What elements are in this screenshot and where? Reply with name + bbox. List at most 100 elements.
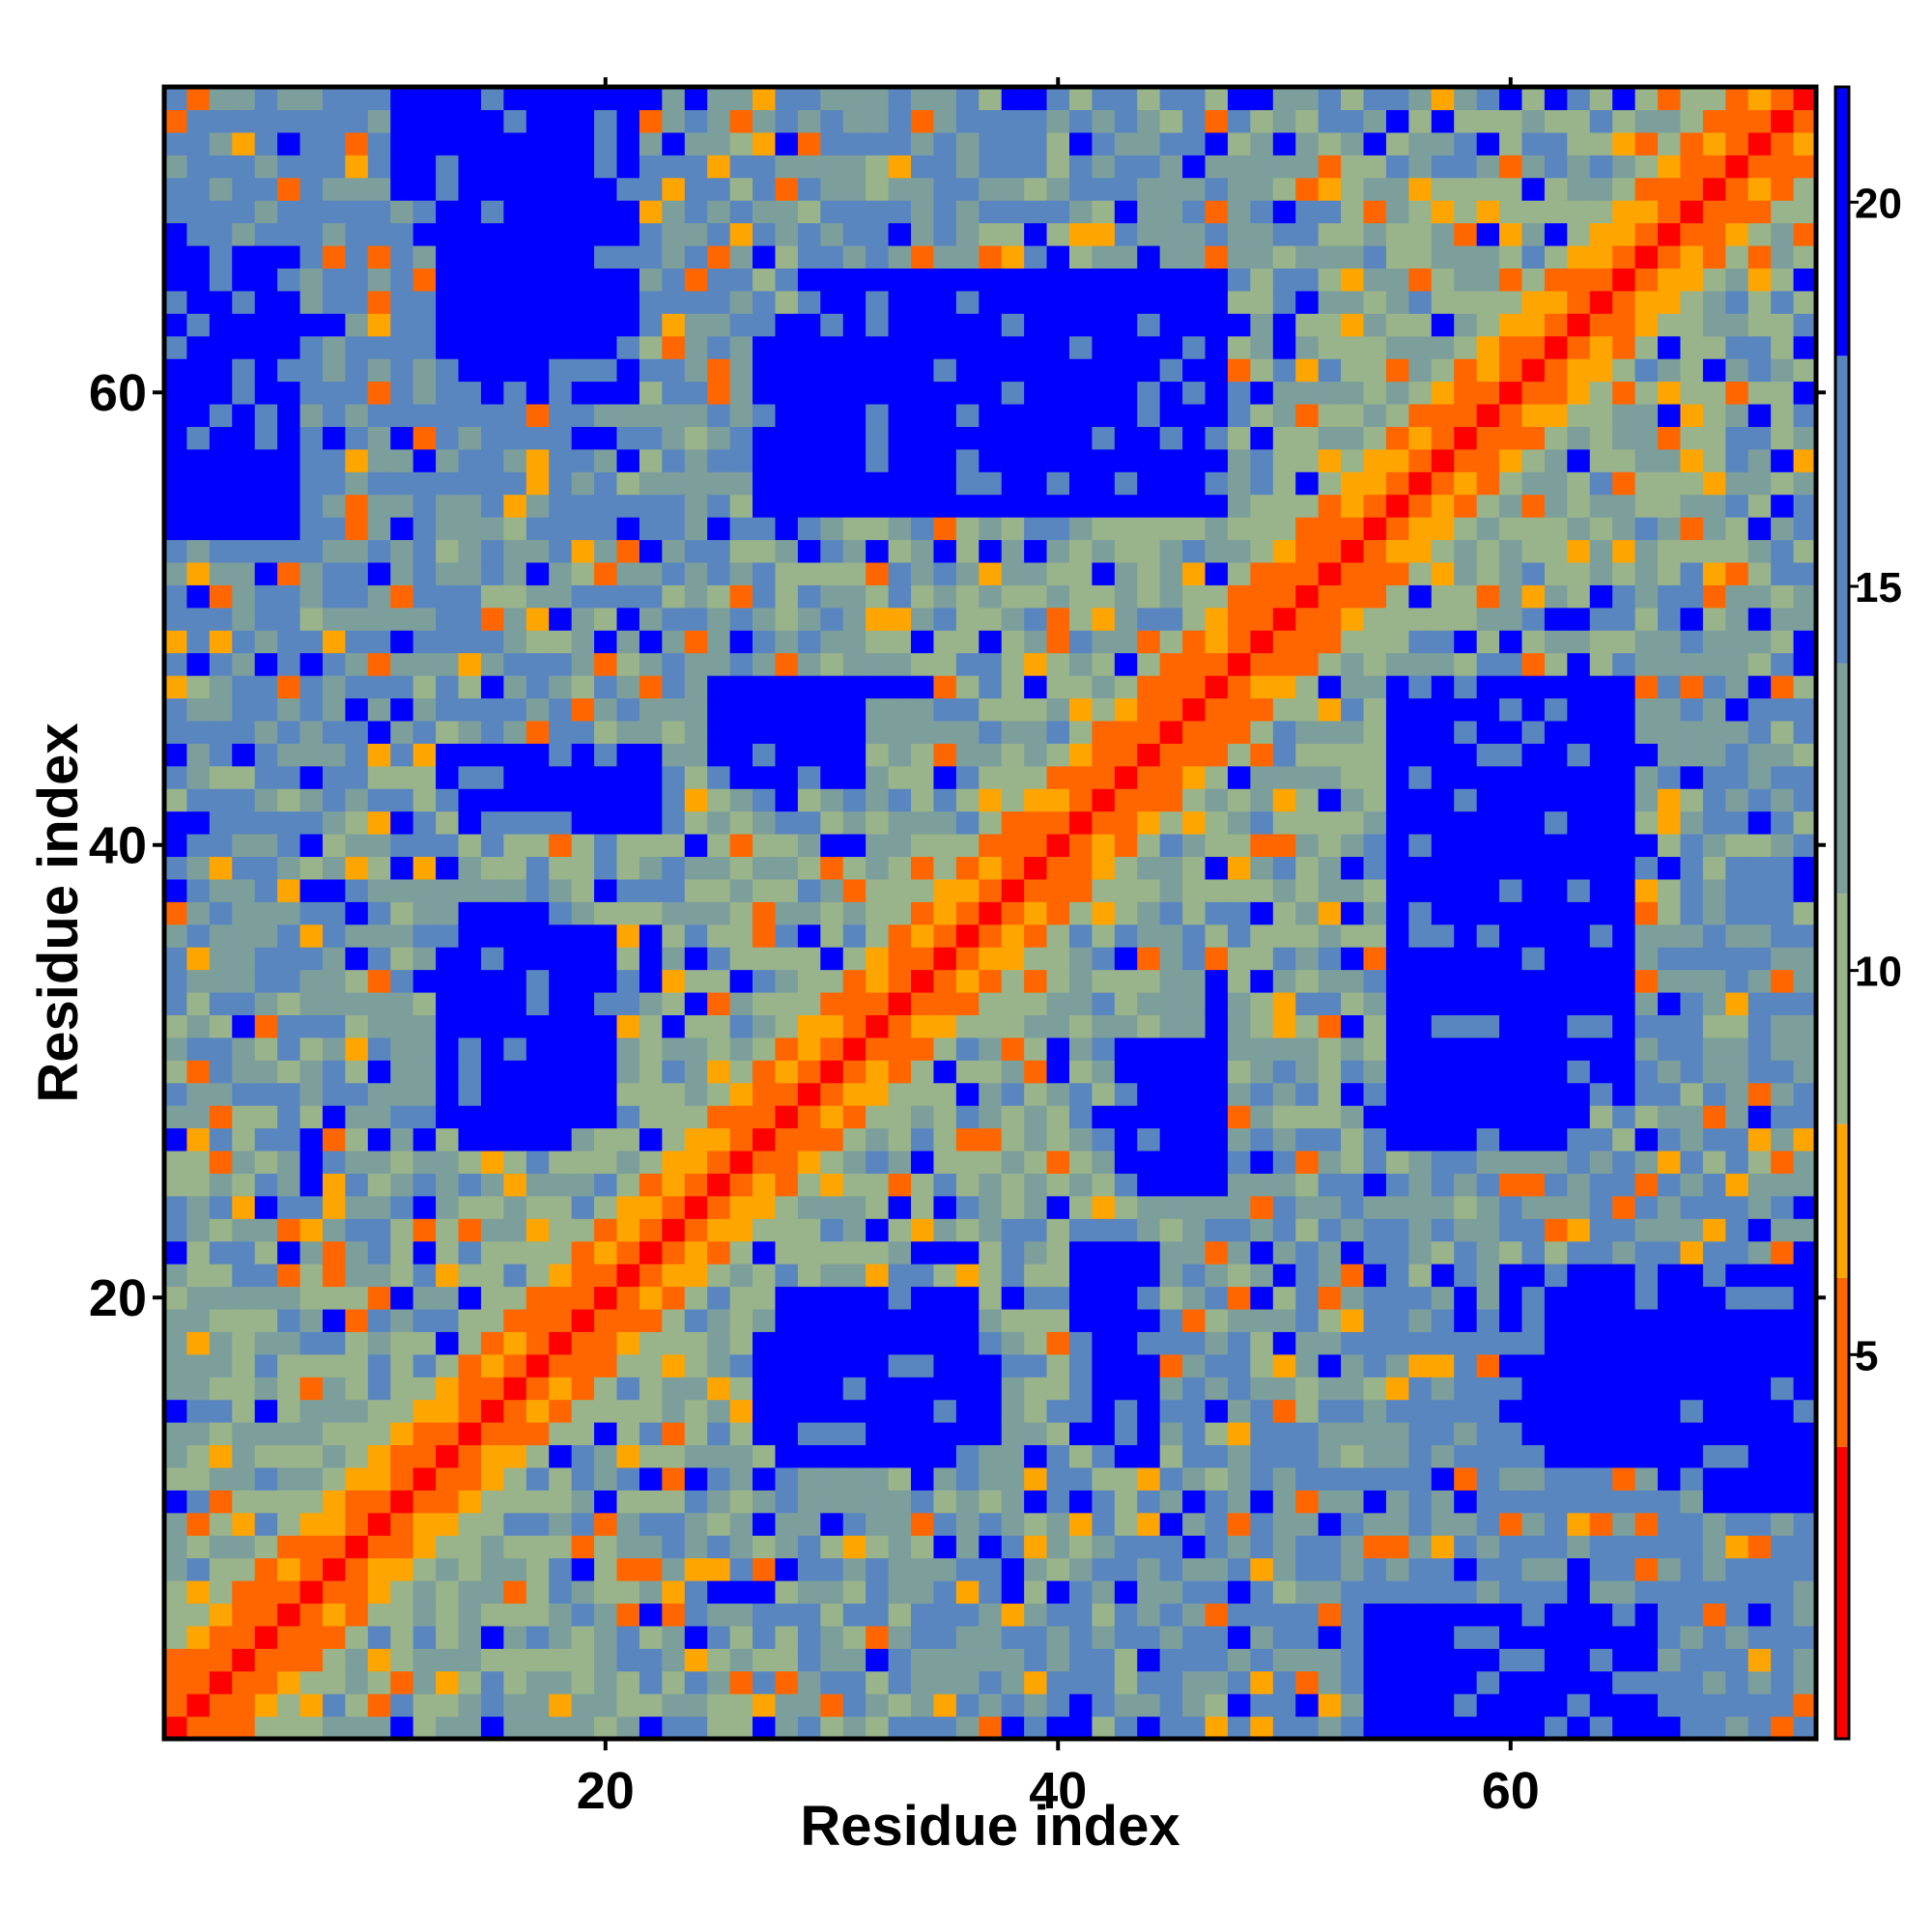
heatmap-cell (549, 1173, 573, 1197)
heatmap-cell (1363, 222, 1387, 246)
heatmap-cell (594, 1127, 618, 1151)
heatmap-cell (458, 1082, 482, 1106)
heatmap-cell (616, 947, 640, 971)
heatmap-cell (1658, 697, 1682, 722)
heatmap-cell (955, 381, 980, 405)
heatmap-cell (1431, 1399, 1455, 1423)
heatmap-cell (1341, 1331, 1365, 1355)
heatmap-cell (1408, 1014, 1433, 1038)
heatmap-cell (1567, 1377, 1591, 1401)
heatmap-cell (1114, 87, 1138, 111)
heatmap-cell (436, 923, 460, 948)
heatmap-cell (1385, 1399, 1409, 1423)
heatmap-cell (753, 1127, 777, 1151)
heatmap-cell (1068, 313, 1094, 337)
heatmap-cell (1295, 87, 1320, 111)
heatmap-cell (1454, 471, 1478, 496)
heatmap-cell (1408, 630, 1433, 654)
heatmap-cell (1454, 1173, 1478, 1197)
heatmap-cell (729, 381, 753, 405)
heatmap-cell (1295, 584, 1320, 609)
heatmap-cell (888, 1037, 912, 1061)
heatmap-cell (277, 494, 301, 518)
heatmap-cell (1024, 87, 1048, 111)
heatmap-cell (1001, 1105, 1025, 1129)
heatmap-cell (616, 1490, 640, 1514)
heatmap-cell (729, 268, 753, 292)
heatmap-cell (480, 177, 504, 201)
heatmap-cell (322, 1353, 346, 1378)
heatmap-cell (1567, 947, 1591, 971)
heatmap-cell (1068, 381, 1094, 405)
heatmap-cell (1702, 1060, 1726, 1084)
heatmap-cell (1114, 1603, 1138, 1627)
heatmap-cell (412, 1557, 437, 1581)
heatmap-cell (412, 969, 437, 993)
heatmap-cell (888, 1195, 912, 1219)
heatmap-cell (933, 244, 957, 269)
heatmap-cell (1658, 1422, 1682, 1446)
heatmap-cell (1476, 1264, 1500, 1288)
heatmap-cell (1454, 697, 1478, 722)
heatmap-cell (775, 335, 799, 359)
heatmap-cell (367, 1716, 391, 1740)
heatmap-cell (729, 810, 753, 835)
heatmap-cell (549, 584, 573, 609)
heatmap-cell (820, 358, 844, 383)
heatmap-cell (594, 539, 618, 563)
heatmap-cell (1250, 1331, 1274, 1355)
heatmap-cell (503, 1466, 527, 1491)
heatmap-cell (209, 1127, 233, 1151)
heatmap-cell (367, 1173, 391, 1197)
heatmap-cell (1341, 494, 1365, 518)
heatmap-cell (1385, 222, 1409, 246)
heatmap-cell (1137, 1716, 1161, 1740)
heatmap-cell (616, 313, 640, 337)
heatmap-cell (933, 1648, 957, 1672)
heatmap-cell (1499, 1353, 1523, 1378)
heatmap-cell (1454, 856, 1478, 880)
heatmap-cell (729, 607, 753, 631)
heatmap-cell (277, 584, 301, 609)
heatmap-cell (1092, 1105, 1116, 1129)
heatmap-cell (277, 109, 301, 133)
heatmap-cell (933, 403, 957, 427)
heatmap-cell (979, 1670, 1003, 1694)
heatmap-cell (1363, 1331, 1387, 1355)
heatmap-cell (842, 923, 867, 948)
heatmap-cell (367, 358, 391, 383)
heatmap-cell (390, 1353, 414, 1378)
heatmap-cell (933, 1195, 957, 1219)
heatmap-cell (911, 1557, 935, 1581)
heatmap-cell (412, 788, 437, 812)
heatmap-cell (1431, 1466, 1455, 1491)
heatmap-cell (1068, 335, 1094, 359)
heatmap-cell (1272, 1105, 1296, 1129)
heatmap-cell (367, 335, 391, 359)
heatmap-cell (1272, 268, 1296, 292)
heatmap-cell (842, 109, 867, 133)
heatmap-cell (662, 923, 686, 948)
heatmap-cell (1001, 834, 1025, 858)
heatmap-cell (729, 244, 753, 269)
heatmap-cell (1408, 969, 1433, 993)
heatmap-cell (299, 494, 324, 518)
heatmap-cell (367, 652, 391, 676)
heatmap-cell (549, 1490, 573, 1514)
heatmap-cell (684, 1670, 708, 1694)
heatmap-cell (797, 109, 821, 133)
heatmap-cell (1068, 177, 1094, 201)
heatmap-cell (1137, 1353, 1161, 1378)
heatmap-cell (888, 155, 912, 179)
heatmap-cell (322, 539, 346, 563)
heatmap-cell (1137, 923, 1161, 948)
heatmap-cell (684, 1603, 708, 1627)
heatmap-cell (186, 834, 211, 858)
heatmap-cell (480, 969, 504, 993)
heatmap-cell (480, 448, 504, 472)
heatmap-cell (842, 1670, 867, 1694)
heatmap-cell (186, 720, 211, 744)
heatmap-cell (1544, 561, 1568, 585)
heatmap-cell (1634, 1105, 1659, 1129)
heatmap-cell (254, 200, 278, 224)
